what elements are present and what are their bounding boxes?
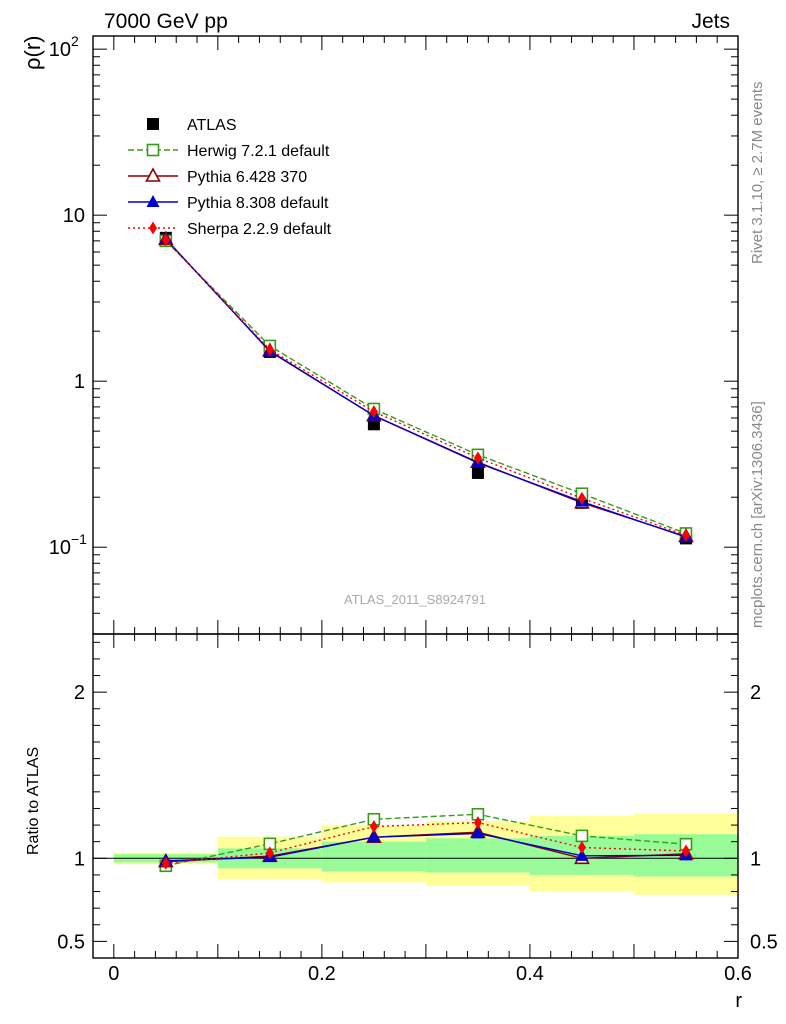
header-left: 7000 GeV pp — [104, 10, 228, 33]
data-point — [471, 826, 485, 839]
mcplots-label: mcplots.cern.ch [arXiv:1306.3436] — [749, 401, 766, 628]
ratio-ylabel: Ratio to ATLAS — [25, 747, 42, 855]
stat-band-bin — [321, 841, 426, 872]
legend-label: Pythia 6.428 370 — [187, 169, 307, 186]
y-tick-label: 1 — [74, 848, 85, 870]
y-tick-exponent: −1 — [71, 531, 87, 547]
legend-marker — [149, 221, 157, 235]
data-point — [575, 848, 589, 861]
xlabel: r — [735, 990, 742, 1012]
data-point — [575, 829, 589, 843]
y-tick-label: 10 — [49, 39, 71, 61]
legend-item: Pythia 6.428 370 — [128, 167, 307, 186]
data-point — [471, 466, 484, 479]
data-point — [369, 405, 378, 419]
series-line — [165, 240, 687, 535]
data-point — [161, 856, 170, 870]
legend-label: Herwig 7.2.1 default — [187, 143, 330, 160]
series-line — [165, 821, 687, 864]
legend-item: Herwig 7.2.1 default — [128, 143, 330, 160]
ratio-uncertainty-bands — [113, 813, 738, 895]
legend-marker — [147, 118, 159, 130]
legend-label: Sherpa 2.2.9 default — [187, 221, 332, 238]
series-line — [165, 238, 687, 538]
stat-band-bin — [425, 838, 530, 873]
series-sherpa-2-2-9-default — [161, 233, 690, 542]
series-atlas — [159, 231, 692, 545]
data-point — [367, 830, 381, 843]
series-pythia-8-308-default — [159, 231, 693, 543]
main-series-group — [157, 230, 694, 545]
data-point — [161, 233, 170, 247]
y-tick-label: 10 — [49, 537, 71, 559]
series-line — [165, 238, 687, 538]
legend-label: ATLAS — [187, 117, 237, 134]
series-line — [165, 813, 687, 867]
analysis-id: ATLAS_2011_S8924791 — [344, 592, 486, 607]
data-point — [473, 451, 482, 465]
series-sherpa-2-2-9-default — [161, 816, 690, 870]
series-line — [165, 832, 686, 862]
series-line — [165, 239, 687, 536]
y-tick-exponent: 2 — [71, 33, 79, 49]
x-tick-label: 0.2 — [308, 963, 336, 985]
header-right: Jets — [691, 10, 730, 33]
legend-item: Sherpa 2.2.9 default — [128, 221, 332, 238]
y-tick-label-right: 2 — [750, 682, 761, 704]
legend-label: Pythia 8.308 default — [187, 195, 329, 212]
data-point — [265, 343, 274, 357]
axes-frames — [92, 35, 739, 959]
data-point — [577, 841, 586, 855]
series-pythia-6-428-370 — [157, 230, 694, 543]
legend-marker — [146, 195, 160, 207]
rivet-label: Rivet 3.1.10, ≥ 2.7M events — [749, 82, 766, 265]
main-ylabel: ρ(r) — [20, 36, 45, 71]
data-point — [681, 844, 690, 858]
y-tick-label-right: 0.5 — [750, 931, 778, 953]
y-tick-label: 10 — [63, 205, 85, 227]
legend-marker — [145, 167, 161, 182]
x-tick-label: 0 — [108, 963, 119, 985]
ratio-series-group — [157, 807, 694, 873]
data-point — [265, 846, 274, 860]
data-point — [369, 820, 378, 834]
x-tick-label: 0.6 — [724, 963, 752, 985]
data-point — [473, 816, 482, 830]
series-herwig-7-2-1-default — [159, 234, 693, 540]
legend-item: Pythia 8.308 default — [128, 195, 329, 212]
y-tick-label-right: 1 — [750, 848, 761, 870]
y-tick-label: 2 — [74, 682, 85, 704]
data-point — [681, 528, 690, 542]
legend: ATLAS Herwig 7.2.1 default Pythia 6.428 37… — [128, 117, 332, 238]
data-point — [577, 491, 586, 505]
x-tick-label: 0.4 — [516, 963, 544, 985]
y-tick-label: 1 — [74, 371, 85, 393]
legend-marker — [146, 143, 160, 157]
legend-item: ATLAS — [147, 117, 237, 134]
ratio-frame — [92, 633, 739, 959]
y-tick-label: 0.5 — [57, 931, 85, 953]
